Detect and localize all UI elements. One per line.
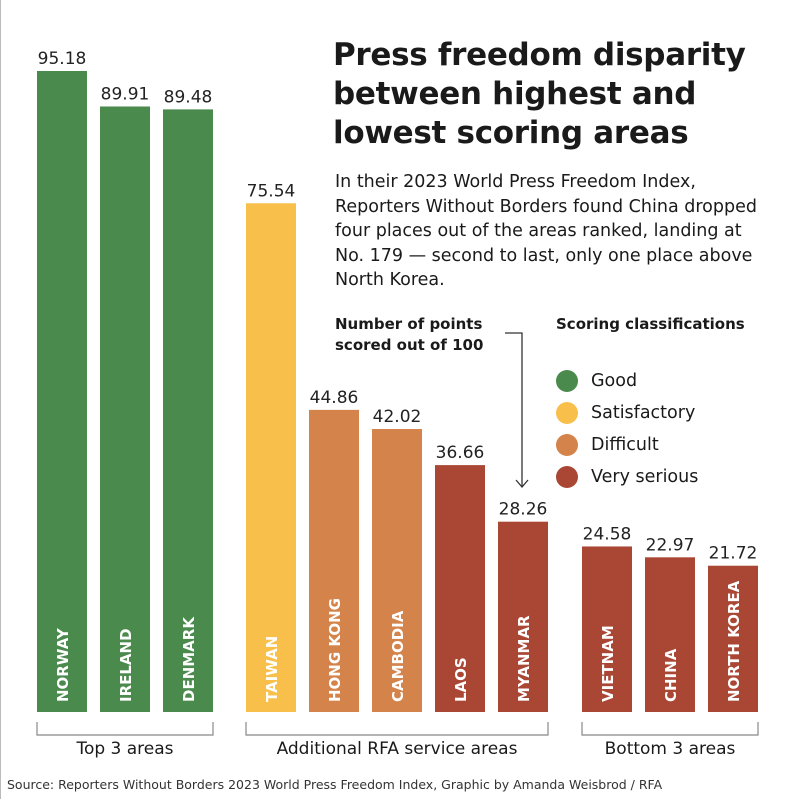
bar-vietnam xyxy=(582,546,632,712)
legend-item-difficult: Difficult xyxy=(556,429,698,461)
value-label: 95.18 xyxy=(38,49,87,69)
legend-label: Satisfactory xyxy=(591,403,696,423)
group-bracket xyxy=(245,722,549,736)
category-label: CAMBODIA xyxy=(389,610,407,702)
legend-label: Good xyxy=(591,371,638,391)
bar-taiwan xyxy=(246,203,296,712)
legend-title: Scoring classifications xyxy=(556,315,745,333)
bar-china xyxy=(645,557,695,712)
category-label: NORTH KOREA xyxy=(725,580,743,702)
category-label: HONG KONG xyxy=(326,598,344,702)
arrowhead-icon xyxy=(515,479,529,488)
bar-denmark xyxy=(163,109,213,712)
bar-myanmar xyxy=(498,521,548,712)
value-label: 24.58 xyxy=(583,524,632,544)
group-bracket xyxy=(36,722,214,736)
value-label: 28.26 xyxy=(499,500,548,520)
chart-title: Press freedom disparity between highest … xyxy=(333,37,746,151)
legend-item-good: Good xyxy=(556,365,698,397)
legend-dot-icon xyxy=(556,434,578,456)
value-label: 21.72 xyxy=(709,544,758,564)
bar-cambodia xyxy=(372,429,422,712)
group-bracket xyxy=(581,722,759,736)
category-label: DENMARK xyxy=(180,616,198,702)
legend-dot-icon xyxy=(556,466,578,488)
category-label: VIETNAM xyxy=(599,625,617,702)
bar-hong-kong xyxy=(309,409,359,712)
annotation-arrow xyxy=(505,332,523,486)
category-label: LAOS xyxy=(452,657,470,702)
legend-dot-icon xyxy=(556,370,578,392)
legend-label: Difficult xyxy=(591,435,659,455)
value-label: 22.97 xyxy=(646,535,695,555)
group-label: Top 3 areas xyxy=(76,739,174,759)
chart-subtitle: In their 2023 World Press Freedom Index,… xyxy=(335,172,757,290)
legend-item-satisfactory: Satisfactory xyxy=(556,397,698,429)
category-label: CHINA xyxy=(662,648,680,702)
value-label: 44.86 xyxy=(310,388,359,408)
legend-label: Very serious xyxy=(591,467,699,487)
bar-laos xyxy=(435,465,485,712)
category-label: IRELAND xyxy=(117,628,135,702)
value-label: 36.66 xyxy=(436,443,485,463)
category-label: NORWAY xyxy=(54,627,72,702)
category-label: TAIWAN xyxy=(263,636,281,702)
value-label: 89.91 xyxy=(101,84,150,104)
bar-norway xyxy=(37,71,87,712)
group-label: Additional RFA service areas xyxy=(276,739,518,759)
legend-dot-icon xyxy=(556,402,578,424)
group-label: Bottom 3 areas xyxy=(604,739,736,759)
value-label: 42.02 xyxy=(373,407,422,427)
value-label: 75.54 xyxy=(247,181,296,201)
bar-north-korea xyxy=(708,565,758,712)
legend-item-very-serious: Very serious xyxy=(556,461,698,493)
legend: Good Satisfactory Difficult Very serious xyxy=(556,365,698,493)
source-note: Source: Reporters Without Borders 2023 W… xyxy=(7,777,663,792)
category-label: MYANMAR xyxy=(515,615,533,702)
value-label: 89.48 xyxy=(164,87,213,107)
bar-ireland xyxy=(100,106,150,712)
annotation-note: Number of points scored out of 100 xyxy=(335,315,484,354)
